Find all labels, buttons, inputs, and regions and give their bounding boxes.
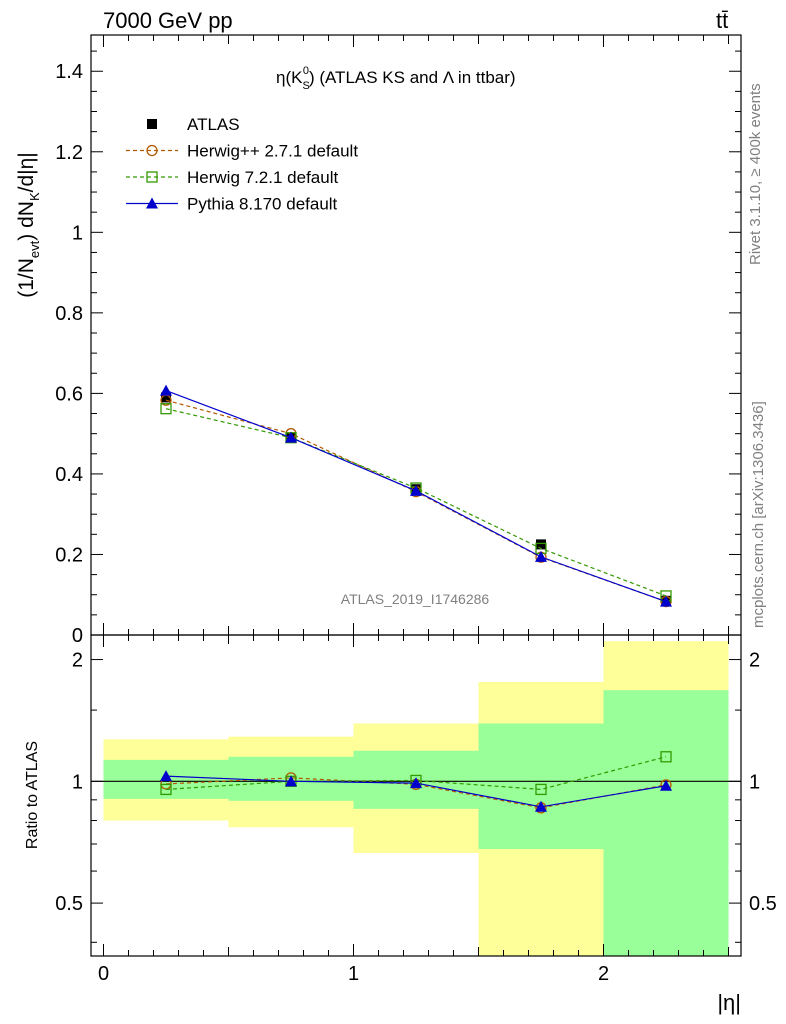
ratio-plot-panel: 0.5 0.5 1 1 2 2 0 1 2 Ratio to ATLAS |η|: [24, 634, 777, 1015]
series-3: [160, 384, 672, 607]
title-part-post: ) (ATLAS KS and Λ in ttbar): [309, 68, 516, 87]
x-tick-label: 1: [348, 963, 359, 985]
series-2: [160, 403, 672, 602]
main-plot-panel: 00.20.40.60.811.21.4 η(KS0) (ATLAS KS an…: [15, 34, 742, 647]
legend-label: Herwig++ 2.7.1 default: [187, 142, 358, 161]
legend-marker: [146, 171, 158, 183]
ratio-y-axis-label: Ratio to ATLAS: [24, 741, 41, 849]
header-process-label: tt̄: [716, 8, 728, 33]
ratio-plot-frame: [90, 634, 742, 957]
ratio-series-2: [160, 770, 672, 812]
ylabel-sub-1: evt: [27, 240, 42, 258]
ratio-point: [535, 783, 547, 796]
y-tick-label: 1: [72, 222, 83, 244]
ylabel-part-2: ) dN: [15, 201, 38, 241]
uncertainty-band-inner: [603, 690, 729, 956]
ratio-y-tick-label-right: 2: [749, 650, 760, 672]
data-point: [161, 392, 171, 403]
mc-point: [160, 384, 172, 396]
mcplots-label: mcplots.cern.ch [arXiv:1306.3436]: [750, 401, 767, 628]
y-tick-label: 1.4: [55, 61, 83, 83]
y-tick-label: 0.2: [55, 544, 83, 566]
ratio-point: [160, 783, 172, 796]
mc-point: [410, 484, 422, 496]
series-1: [160, 394, 672, 608]
legend-label: Herwig 7.2.1 default: [187, 168, 338, 187]
y-tick-label: 0.6: [55, 383, 83, 405]
ratio-y-tick-label: 2: [72, 650, 83, 672]
series-line: [165, 408, 667, 597]
ylabel-part-3: /d|η|: [15, 152, 38, 192]
legend-label: ATLAS: [187, 115, 240, 134]
mc-point: [285, 431, 297, 443]
ratio-point: [660, 779, 672, 791]
y-tick-label: 0: [72, 625, 83, 647]
x-tick-label: 2: [598, 963, 609, 985]
title-part-sub: S: [302, 80, 309, 92]
ratio-point: [410, 777, 422, 789]
title-part-sup: 0: [303, 65, 309, 77]
mc-point: [160, 403, 172, 415]
main-plot-title: η(KS 0) (ATLAS KS and Λ in ttbar): [276, 65, 516, 92]
mc-point: [660, 595, 672, 607]
data-point: [536, 539, 546, 550]
y-tick-label: 0.8: [55, 303, 83, 325]
series-line: [165, 399, 667, 603]
ratio-y-tick-label-right: 0.5: [749, 893, 777, 915]
ratio-x-axis-label: |η|: [717, 990, 741, 1015]
ratio-y-tick-label: 0.5: [55, 893, 83, 915]
x-tick-label: 0: [98, 963, 109, 985]
mc-point: [535, 550, 547, 562]
legend-marker: [146, 144, 158, 157]
ratio-point: [285, 775, 297, 787]
ylabel-part-1: (1/N: [15, 258, 38, 298]
legend-label: Pythia 8.170 default: [187, 195, 338, 214]
series-0: [161, 392, 671, 606]
legend-marker: [146, 197, 158, 209]
watermark-analysis-id: ATLAS_2019_I1746286: [341, 591, 490, 607]
ylabel-sub-2: K: [27, 192, 42, 201]
legend-marker: [147, 119, 157, 129]
ratio-y-tick-label-right: 1: [749, 771, 760, 793]
rivet-version-label: Rivet 3.1.10, ≥ 400k events: [747, 83, 764, 265]
main-y-axis-label: (1/Nevt) dNK/d|η|: [15, 152, 42, 298]
ratio-point: [535, 800, 547, 812]
title-part-pre: η(K: [276, 68, 303, 87]
uncertainty-band-inner: [478, 723, 604, 850]
ratio-point: [660, 751, 672, 763]
header-energy-label: 7000 GeV pp: [103, 8, 233, 33]
ratio-point: [160, 770, 172, 782]
y-tick-label: 0.4: [55, 464, 83, 486]
ratio-y-tick-label: 1: [72, 771, 83, 793]
legend: ATLAS Herwig++ 2.7.1 default Herwig 7.2.1 …: [126, 115, 358, 214]
y-tick-label: 1.2: [55, 142, 83, 164]
